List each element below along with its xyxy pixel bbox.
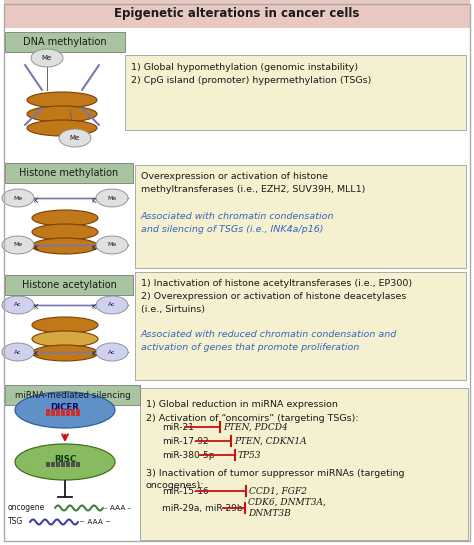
Text: Ac: Ac [14, 302, 22, 307]
Text: Me: Me [70, 135, 80, 141]
Bar [56, 462, 60, 467]
Text: Ac: Ac [108, 302, 116, 307]
Bar [125, 55, 466, 130]
Bar [4, 0, 470, 28]
Text: Me: Me [13, 196, 23, 201]
Bar [5, 385, 140, 405]
Bar [51, 462, 55, 467]
Ellipse shape [32, 317, 98, 333]
Bar [76, 462, 80, 467]
Bar [71, 409, 75, 416]
Text: 1) Global reduction in miRNA expression: 1) Global reduction in miRNA expression [146, 400, 338, 409]
Ellipse shape [2, 236, 34, 254]
Text: Me: Me [108, 243, 117, 247]
Text: 1) Global hypomethylation (genomic instability)
2) CpG island (promoter) hyperme: 1) Global hypomethylation (genomic insta… [131, 63, 371, 85]
Bar [61, 462, 65, 467]
Text: Histone acetylation: Histone acetylation [21, 280, 117, 290]
Ellipse shape [27, 106, 97, 122]
Bar [5, 32, 125, 52]
Ellipse shape [2, 296, 34, 314]
Bar [135, 165, 466, 268]
Text: miR-380-5p: miR-380-5p [162, 451, 215, 459]
Text: K: K [92, 304, 96, 310]
Text: Associated with chromatin condensation
and silencing of TSGs (i.e., INK4a/p16): Associated with chromatin condensation a… [141, 212, 335, 233]
Text: K: K [92, 245, 96, 251]
Text: Associated with reduced chromatin condensation and
activation of genes that prom: Associated with reduced chromatin conden… [141, 330, 397, 352]
Text: K: K [34, 198, 38, 204]
Ellipse shape [2, 343, 34, 361]
Bar [140, 388, 468, 540]
Ellipse shape [32, 210, 98, 226]
Text: K: K [34, 245, 38, 251]
Bar [5, 163, 133, 183]
Bar [61, 409, 65, 416]
Text: TSG: TSG [8, 518, 23, 526]
Ellipse shape [27, 92, 97, 108]
Bar [76, 409, 80, 416]
Text: CCD1, FGF2: CCD1, FGF2 [249, 487, 307, 495]
Ellipse shape [32, 331, 98, 347]
Bar [51, 409, 55, 416]
Bar [135, 272, 466, 380]
Text: DICER: DICER [51, 403, 80, 411]
Text: miR-17-92: miR-17-92 [162, 437, 209, 445]
Text: 1) Inactivation of histone acetyltransferases (i.e., EP300)
2) Overexpression or: 1) Inactivation of histone acetyltransfe… [141, 279, 412, 314]
Text: Me: Me [13, 243, 23, 247]
Bar [5, 275, 133, 295]
Text: Overexpression or activation of histone
methyltransferases (i.e., EZH2, SUV39H, : Overexpression or activation of histone … [141, 172, 365, 194]
Text: K: K [34, 304, 38, 310]
Text: Histone methylation: Histone methylation [19, 168, 118, 178]
Text: DNA methylation: DNA methylation [23, 37, 107, 47]
Text: – AAA –: – AAA – [104, 505, 131, 511]
Text: miR-21: miR-21 [162, 422, 194, 432]
Text: CDK6, DNMT3A,
DNMT3B: CDK6, DNMT3A, DNMT3B [248, 498, 326, 518]
Ellipse shape [32, 238, 98, 254]
Text: miR-15-16: miR-15-16 [162, 487, 209, 495]
Text: oncogene: oncogene [8, 504, 45, 512]
Text: TP53: TP53 [238, 451, 262, 459]
Ellipse shape [96, 296, 128, 314]
Text: PTEN, PDCD4: PTEN, PDCD4 [223, 422, 288, 432]
Ellipse shape [27, 120, 97, 136]
Text: Ac: Ac [14, 349, 22, 354]
Text: PTEN, CDKN1A: PTEN, CDKN1A [234, 437, 307, 445]
Text: Epigenetic alterations in cancer cells: Epigenetic alterations in cancer cells [114, 8, 360, 21]
Ellipse shape [2, 189, 34, 207]
Text: K: K [92, 198, 96, 204]
Text: 2) Activation of “oncomirs” (targeting TSGs):: 2) Activation of “oncomirs” (targeting T… [146, 414, 359, 423]
Ellipse shape [15, 444, 115, 480]
Bar [46, 409, 50, 416]
Text: miRNA-mediated silencing: miRNA-mediated silencing [15, 391, 130, 399]
Text: 3) Inactivation of tumor suppressor miRNAs (targeting
oncogenes):: 3) Inactivation of tumor suppressor miRN… [146, 469, 404, 490]
Text: K: K [34, 351, 38, 357]
Bar [56, 409, 60, 416]
Bar [46, 462, 50, 467]
Ellipse shape [59, 129, 91, 147]
Ellipse shape [32, 224, 98, 240]
Ellipse shape [32, 345, 98, 361]
Ellipse shape [96, 236, 128, 254]
Text: miR-29a, miR-29b: miR-29a, miR-29b [162, 504, 243, 512]
Bar [66, 409, 70, 416]
Text: Me: Me [42, 55, 52, 61]
Ellipse shape [31, 49, 63, 67]
Ellipse shape [96, 189, 128, 207]
Bar [71, 462, 75, 467]
Bar [66, 462, 70, 467]
Text: K: K [92, 351, 96, 357]
Text: Me: Me [108, 196, 117, 201]
Text: ~ AAA ~: ~ AAA ~ [79, 519, 111, 525]
Ellipse shape [96, 343, 128, 361]
Text: Ac: Ac [108, 349, 116, 354]
Text: RISC: RISC [54, 455, 76, 463]
Ellipse shape [15, 392, 115, 428]
